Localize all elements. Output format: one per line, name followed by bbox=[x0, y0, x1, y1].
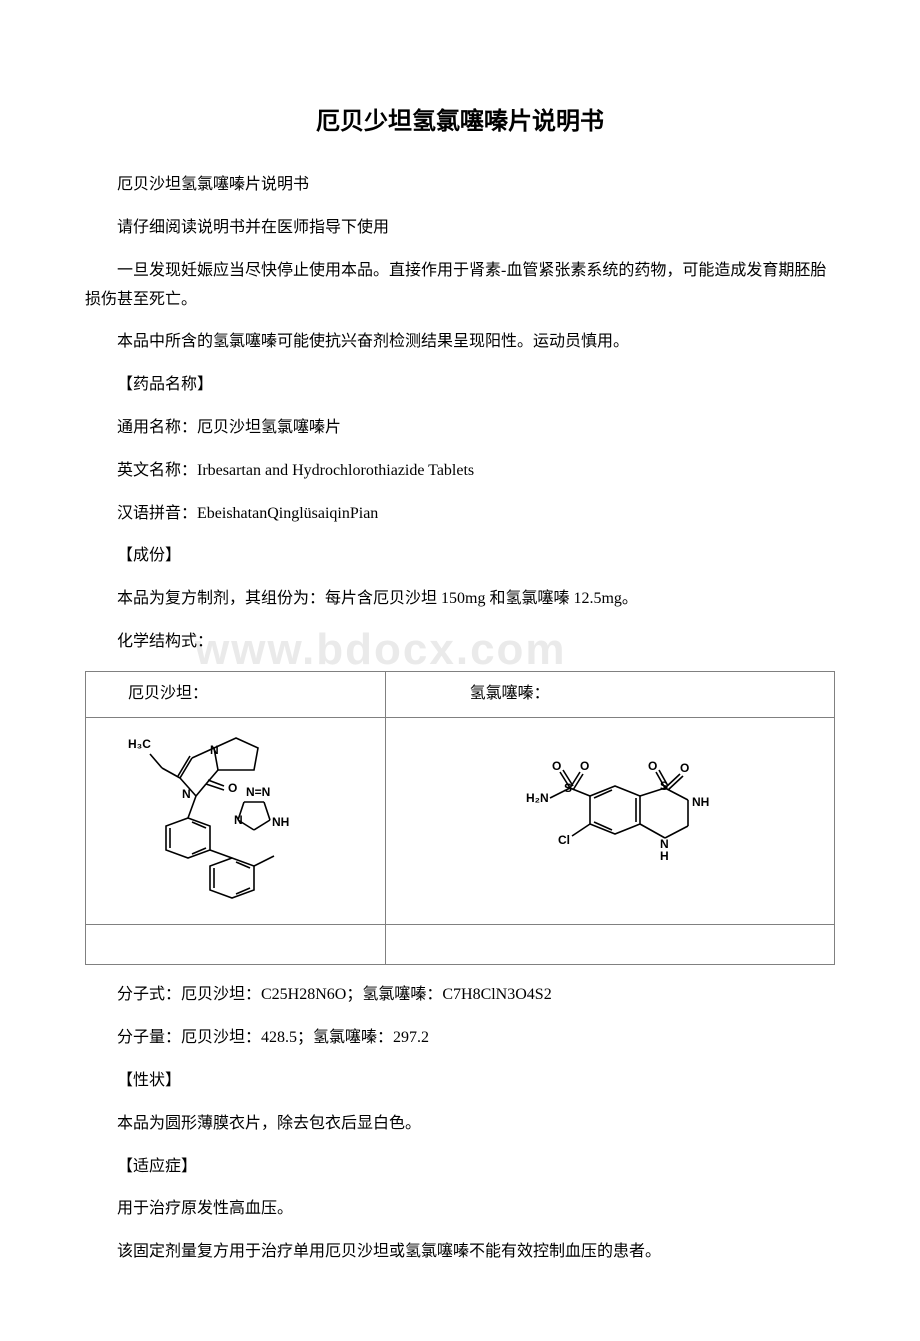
svg-text:N: N bbox=[182, 787, 191, 801]
svg-text:O: O bbox=[680, 761, 689, 775]
svg-text:N=N: N=N bbox=[246, 785, 270, 799]
irbesartan-label: 厄贝沙坦： bbox=[86, 671, 386, 717]
svg-text:O: O bbox=[648, 759, 657, 773]
chemical-structure-table: 厄贝沙坦： 氢氯噻嗪： bbox=[85, 671, 835, 966]
svg-text:N: N bbox=[210, 743, 219, 757]
svg-text:O: O bbox=[228, 781, 237, 795]
document-body: 厄贝少坦氢氯噻嗪片说明书 厄贝沙坦氢氯噻嗪片说明书 请仔细阅读说明书并在医师指导… bbox=[85, 100, 835, 1267]
svg-text:S: S bbox=[564, 781, 572, 795]
pinyin-name: 汉语拼音：EbeishatanQinglüsaiqinPian bbox=[85, 500, 835, 529]
svg-text:NH: NH bbox=[272, 815, 289, 829]
empty-cell-1 bbox=[86, 925, 386, 965]
svg-text:H₃C: H₃C bbox=[128, 737, 151, 751]
svg-text:H: H bbox=[660, 849, 669, 863]
section-character: 【性状】 bbox=[85, 1067, 835, 1096]
subtitle: 厄贝沙坦氢氯噻嗪片说明书 bbox=[85, 171, 835, 200]
common-name: 通用名称：厄贝沙坦氢氯噻嗪片 bbox=[85, 414, 835, 443]
section-composition: 【成份】 bbox=[85, 542, 835, 571]
svg-text:Cl: Cl bbox=[558, 833, 570, 847]
hydrochlorothiazide-label: 氢氯噻嗪： bbox=[385, 671, 834, 717]
empty-cell-2 bbox=[385, 925, 834, 965]
indication-text-1: 用于治疗原发性高血压。 bbox=[85, 1195, 835, 1224]
svg-text:H₂N: H₂N bbox=[526, 791, 549, 805]
pregnancy-warning: 一旦发现妊娠应当尽快停止使用本品。直接作用于肾素-血管紧张素系统的药物，可能造成… bbox=[85, 257, 835, 315]
composition-text: 本品为复方制剂，其组份为：每片含厄贝沙坦 150mg 和氢氯噻嗪 12.5mg。 bbox=[85, 585, 835, 614]
section-drug-name: 【药品名称】 bbox=[85, 371, 835, 400]
indication-text-2: 该固定剂量复方用于治疗单用厄贝沙坦或氢氯噻嗪不能有效控制血压的患者。 bbox=[85, 1238, 835, 1267]
svg-text:NH: NH bbox=[692, 795, 709, 809]
svg-text:O: O bbox=[580, 759, 589, 773]
irbesartan-svg: H₃C N N O N=N N NH bbox=[120, 726, 350, 906]
svg-text:S: S bbox=[660, 779, 668, 793]
english-name: 英文名称：Irbesartan and Hydrochlorothiazide … bbox=[85, 457, 835, 486]
svg-text:N: N bbox=[234, 813, 243, 827]
molecular-weight: 分子量：厄贝沙坦：428.5；氢氯噻嗪：297.2 bbox=[85, 1024, 835, 1053]
athlete-warning: 本品中所含的氢氯噻嗪可能使抗兴奋剂检测结果呈现阳性。运动员慎用。 bbox=[85, 328, 835, 357]
section-indication: 【适应症】 bbox=[85, 1153, 835, 1182]
instruction-line: 请仔细阅读说明书并在医师指导下使用 bbox=[85, 214, 835, 243]
character-text: 本品为圆形薄膜衣片，除去包衣后显白色。 bbox=[85, 1110, 835, 1139]
irbesartan-structure: H₃C N N O N=N N NH bbox=[86, 717, 386, 925]
molecular-formula: 分子式：厄贝沙坦：C25H28N6O；氢氯噻嗪：C7H8ClN3O4S2 bbox=[85, 981, 835, 1010]
hct-svg: O O S H₂N Cl O O S NH N H bbox=[480, 746, 740, 886]
document-title: 厄贝少坦氢氯噻嗪片说明书 bbox=[85, 100, 835, 143]
chem-structure-label: 化学结构式： bbox=[85, 628, 835, 657]
svg-text:O: O bbox=[552, 759, 561, 773]
hydrochlorothiazide-structure: O O S H₂N Cl O O S NH N H bbox=[385, 717, 834, 925]
